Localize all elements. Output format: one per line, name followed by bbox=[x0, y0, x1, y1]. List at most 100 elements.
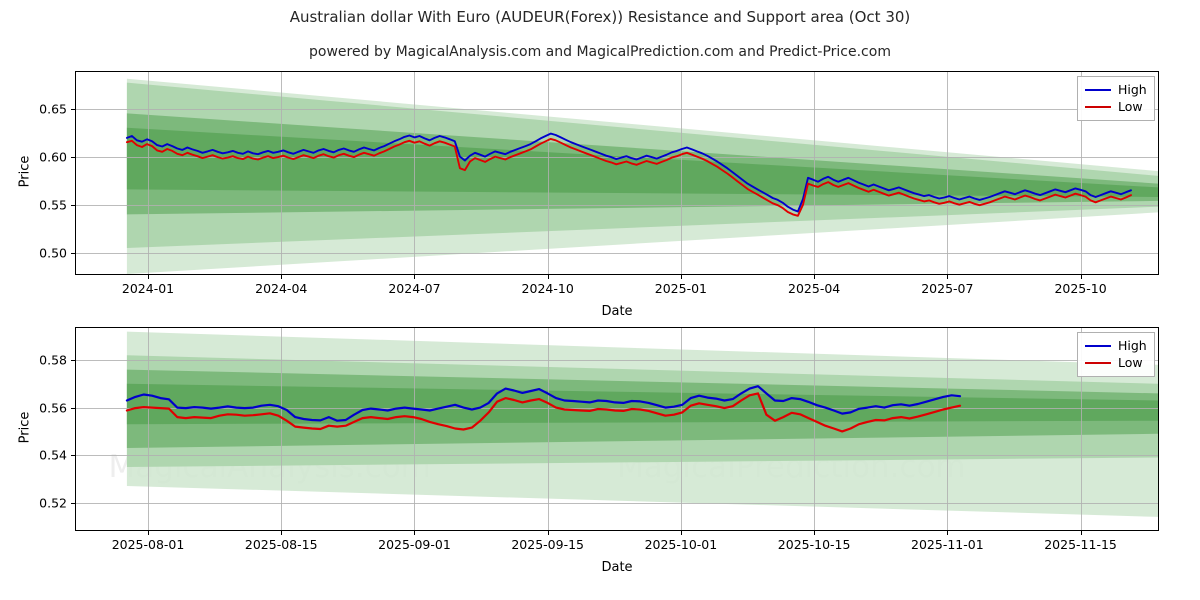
y-tick-mark bbox=[71, 204, 75, 206]
price-series-layer bbox=[125, 132, 1132, 217]
y-gridline bbox=[76, 108, 1158, 110]
x-gridline bbox=[148, 328, 150, 530]
x-tick-label: 2024-04 bbox=[255, 281, 308, 296]
x-gridline bbox=[947, 328, 949, 530]
x-gridline bbox=[414, 328, 416, 530]
y-gridline bbox=[76, 360, 1158, 362]
legend-label-low: Low bbox=[1118, 355, 1143, 370]
zoom-chart-panel: MagicalAnalysis.comMagicalPrediction.com bbox=[75, 327, 1159, 531]
x-gridline bbox=[814, 328, 816, 530]
x-tick-mark bbox=[814, 275, 816, 279]
x-tick-mark bbox=[547, 531, 549, 535]
page-subtitle: powered by MagicalAnalysis.com and Magic… bbox=[309, 44, 891, 60]
x-tick-label: 2024-07 bbox=[388, 281, 441, 296]
x-tick-label: 2025-11-01 bbox=[911, 537, 984, 552]
y-tick-label: 0.56 bbox=[39, 400, 67, 416]
y-tick-label: 0.58 bbox=[39, 352, 67, 368]
price-series-layer bbox=[125, 385, 962, 433]
legend-label-high: High bbox=[1118, 82, 1147, 97]
y-tick-mark bbox=[71, 502, 75, 504]
y-tick-label: 0.50 bbox=[39, 245, 67, 261]
x-gridline bbox=[947, 72, 949, 274]
y-tick-mark bbox=[71, 455, 75, 457]
y-gridline bbox=[76, 204, 1158, 206]
zoom-legend: High Low bbox=[1077, 332, 1155, 377]
x-gridline bbox=[814, 72, 816, 274]
x-tick-mark bbox=[680, 531, 682, 535]
x-tick-label: 2025-08-15 bbox=[244, 537, 318, 552]
legend-swatch-high bbox=[1085, 344, 1111, 347]
x-tick-label: 2025-10-15 bbox=[777, 537, 851, 552]
x-gridline bbox=[1080, 328, 1082, 530]
y-tick-label: 0.60 bbox=[39, 149, 67, 165]
x-tick-mark bbox=[680, 275, 682, 279]
x-tick-mark bbox=[148, 531, 150, 535]
y-gridline bbox=[76, 407, 1158, 409]
y-tick-mark bbox=[71, 407, 75, 409]
y-gridline bbox=[76, 252, 1158, 254]
x-tick-mark bbox=[281, 531, 283, 535]
legend-swatch-low bbox=[1085, 361, 1111, 364]
x-tick-mark bbox=[1080, 275, 1082, 279]
x-tick-mark bbox=[414, 531, 416, 535]
x-gridline bbox=[148, 72, 150, 274]
x-gridline bbox=[1080, 72, 1082, 274]
legend-row-high: High bbox=[1085, 81, 1147, 98]
x-tick-mark bbox=[148, 275, 150, 279]
x-tick-mark bbox=[547, 275, 549, 279]
band-core bbox=[126, 383, 1158, 425]
legend-label-low: Low bbox=[1118, 99, 1143, 114]
overview-x-axis-label: Date bbox=[601, 304, 633, 319]
legend-label-high: High bbox=[1118, 338, 1147, 353]
page-title: Australian dollar With Euro (AUDEUR(Fore… bbox=[289, 8, 911, 26]
x-tick-label: 2025-09-01 bbox=[378, 537, 451, 552]
legend-row-high: High bbox=[1085, 337, 1147, 354]
x-tick-mark bbox=[414, 275, 416, 279]
y-tick-label: 0.55 bbox=[39, 197, 67, 213]
x-tick-mark bbox=[947, 275, 949, 279]
overview-chart-panel: MagicalAnalysis.comMagicalPrediction.com bbox=[75, 71, 1159, 275]
y-tick-label: 0.54 bbox=[39, 447, 67, 463]
series-line-high bbox=[125, 132, 1132, 213]
y-tick-label: 0.52 bbox=[39, 495, 67, 511]
x-tick-mark bbox=[281, 275, 283, 279]
legend-row-low: Low bbox=[1085, 354, 1147, 371]
x-tick-label: 2025-11-15 bbox=[1044, 537, 1117, 552]
legend-row-low: Low bbox=[1085, 98, 1147, 115]
x-gridline bbox=[680, 328, 682, 530]
y-gridline bbox=[76, 156, 1158, 158]
x-tick-label: 2025-07 bbox=[921, 281, 974, 296]
x-tick-label: 2024-10 bbox=[521, 281, 574, 296]
y-gridline bbox=[76, 502, 1158, 504]
x-tick-mark bbox=[947, 531, 949, 535]
x-tick-label: 2025-01 bbox=[654, 281, 708, 296]
y-tick-mark bbox=[71, 108, 75, 110]
x-tick-mark bbox=[1080, 531, 1082, 535]
series-line-high bbox=[125, 385, 962, 422]
legend-swatch-high bbox=[1085, 88, 1111, 91]
y-tick-mark bbox=[71, 252, 75, 254]
x-gridline bbox=[281, 328, 283, 530]
y-tick-label: 0.65 bbox=[39, 101, 67, 117]
zoom-x-axis-label: Date bbox=[601, 560, 633, 575]
x-tick-mark bbox=[814, 531, 816, 535]
x-gridline bbox=[547, 328, 549, 530]
x-gridline bbox=[281, 72, 283, 274]
x-tick-label: 2025-04 bbox=[788, 281, 841, 296]
x-tick-label: 2025-09-15 bbox=[511, 537, 584, 552]
series-line-low bbox=[125, 137, 1132, 217]
y-gridline bbox=[76, 455, 1158, 457]
series-line-low bbox=[125, 392, 962, 433]
x-gridline bbox=[680, 72, 682, 274]
legend-swatch-low bbox=[1085, 105, 1111, 108]
x-tick-label: 2025-10 bbox=[1054, 281, 1107, 296]
x-tick-label: 2025-08-01 bbox=[111, 537, 185, 552]
y-tick-mark bbox=[71, 360, 75, 362]
x-gridline bbox=[547, 72, 549, 274]
y-tick-mark bbox=[71, 156, 75, 158]
x-tick-label: 2024-01 bbox=[121, 281, 175, 296]
x-gridline bbox=[414, 72, 416, 274]
overview-legend: High Low bbox=[1077, 76, 1155, 121]
x-tick-label: 2025-10-01 bbox=[644, 537, 718, 552]
